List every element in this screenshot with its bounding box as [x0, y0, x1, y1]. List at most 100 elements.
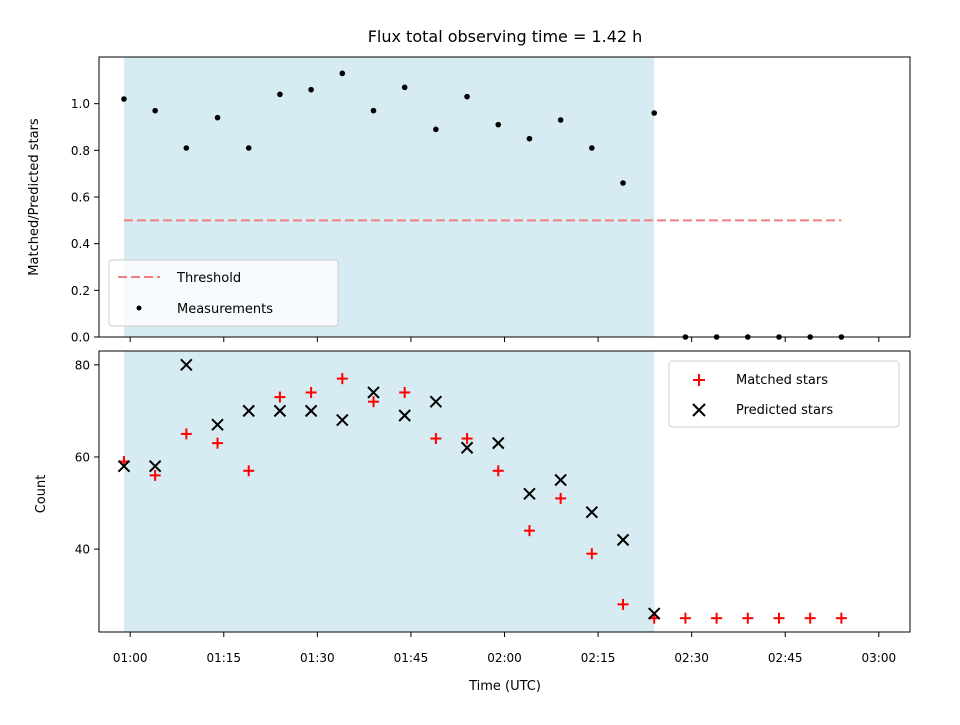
- matched-star-point: [430, 433, 442, 445]
- predicted-star-point: [242, 404, 255, 418]
- legend-predicted-swatch: [692, 403, 706, 417]
- predicted-star-point: [523, 487, 536, 501]
- bottom-y-tick-label: 60: [75, 450, 90, 464]
- top-y-tick-label: 1.0: [71, 97, 90, 111]
- legend-predicted-label: Predicted stars: [736, 403, 833, 418]
- bottom-legend-box: [668, 360, 900, 428]
- bottom-y-tick-label: 40: [75, 543, 90, 557]
- measurement-point: [121, 96, 127, 102]
- predicted-star-point: [429, 395, 443, 408]
- top-y-tick-label: 0.4: [71, 237, 90, 251]
- legend-threshold-label: Threshold: [176, 271, 241, 286]
- predicted-star-point: [117, 459, 131, 473]
- top-x-ticks: [129, 337, 880, 342]
- legend-matched-swatch: [693, 374, 705, 386]
- matched-star-point: [367, 396, 379, 408]
- top-y-tick-label: 0.8: [71, 144, 90, 158]
- x-tick-label: 02:30: [674, 651, 709, 665]
- measurement-point: [152, 107, 158, 114]
- measurement-point: [277, 91, 283, 98]
- measurement-point: [620, 180, 626, 186]
- measurement-point: [495, 121, 502, 128]
- matched-star-point: [492, 465, 504, 477]
- measurement-point: [308, 86, 314, 93]
- measurement-point: [370, 107, 377, 114]
- matched-star-point: [461, 433, 473, 445]
- top-legend-box: [108, 259, 339, 327]
- measurement-point: [557, 117, 564, 123]
- bottom-y-axis-label: Count: [34, 475, 49, 514]
- top-y-tick-label: 0.0: [71, 331, 90, 345]
- measurement-point: [214, 114, 221, 121]
- chart-title: Flux total observing time = 1.42 h: [368, 27, 643, 46]
- measurement-points: [121, 70, 845, 340]
- predicted-star-point: [460, 441, 474, 454]
- top-panel: 0.0 0.2 0.4 0.6 0.8 1.0 Flux total observing …: [27, 27, 911, 345]
- x-tick-label: 02:45: [768, 651, 803, 665]
- bottom-observing-window: [123, 351, 655, 632]
- predicted-star-point: [554, 473, 567, 487]
- measurement-point: [433, 126, 439, 133]
- predicted-star-point: [148, 459, 162, 473]
- top-legend: Threshold Measurements: [108, 259, 339, 327]
- matched-star-point: [243, 465, 255, 477]
- predicted-star-point: [585, 506, 599, 519]
- measurement-point: [651, 110, 658, 116]
- bottom-y-tick-label: 80: [75, 358, 90, 372]
- measurement-point: [464, 93, 470, 100]
- predicted-star-point: [273, 404, 287, 418]
- x-tick-label: 01:00: [113, 651, 148, 665]
- top-axes-frame: [98, 56, 911, 338]
- predicted-star-point: [336, 413, 349, 427]
- top-y-tick-label: 0.2: [71, 284, 90, 298]
- x-axis-label: Time (UTC): [468, 679, 541, 694]
- bottom-y-ticks: 40 60 80: [75, 358, 99, 557]
- top-y-ticks: 0.0 0.2 0.4 0.6 0.8 1.0: [71, 97, 99, 345]
- predicted-star-point: [180, 358, 193, 372]
- matched-star-point: [773, 612, 785, 624]
- legend-measurements-swatch: [136, 305, 142, 311]
- x-tick-label: 01:45: [394, 651, 429, 665]
- matched-star-point: [679, 612, 691, 624]
- x-tick-label: 02:15: [581, 651, 616, 665]
- matched-star-point: [586, 548, 598, 560]
- predicted-star-point: [304, 404, 318, 418]
- measurement-point: [589, 145, 595, 151]
- legend-measurements-label: Measurements: [177, 302, 273, 317]
- predicted-star-point: [492, 436, 505, 450]
- matched-star-point: [835, 612, 847, 624]
- x-tick-label: 03:00: [862, 651, 897, 665]
- top-y-tick-label: 0.6: [71, 191, 90, 205]
- matched-star-point: [212, 437, 224, 449]
- x-tick-label: 01:15: [206, 651, 241, 665]
- legend-matched-label: Matched stars: [736, 373, 828, 388]
- matched-star-point: [711, 612, 723, 624]
- measurement-point: [245, 145, 252, 151]
- matched-star-point: [336, 373, 348, 385]
- top-y-axis-label: Matched/Predicted stars: [27, 118, 42, 276]
- matched-star-point: [617, 598, 629, 610]
- matched-star-point: [742, 612, 754, 624]
- matched-star-point: [149, 469, 161, 481]
- x-tick-label: 02:00: [487, 651, 522, 665]
- predicted-star-point: [211, 418, 224, 431]
- predicted-star-point: [616, 533, 630, 547]
- matched-star-point: [305, 386, 317, 398]
- matched-star-point: [274, 391, 286, 403]
- matched-star-point: [180, 428, 192, 440]
- bottom-panel: 40 60 80 01:00 01:15 01:30 01:45 02:00 02:15 02:…: [34, 350, 911, 694]
- matched-star-point: [399, 386, 411, 398]
- x-tick-label: 01:30: [300, 651, 335, 665]
- predicted-star-point: [648, 607, 661, 620]
- count-points: [117, 358, 847, 624]
- matched-star-point: [523, 525, 535, 537]
- bottom-axes-frame: [98, 350, 911, 633]
- measurement-point: [183, 145, 190, 151]
- bottom-legend: Matched stars Predicted stars: [668, 360, 900, 428]
- measurement-point: [526, 135, 533, 142]
- predicted-star-point: [398, 409, 411, 422]
- bottom-x-ticks: 01:00 01:15 01:30 01:45 02:00 02:15 02:30 02:45…: [113, 632, 896, 665]
- matched-star-point: [555, 492, 567, 504]
